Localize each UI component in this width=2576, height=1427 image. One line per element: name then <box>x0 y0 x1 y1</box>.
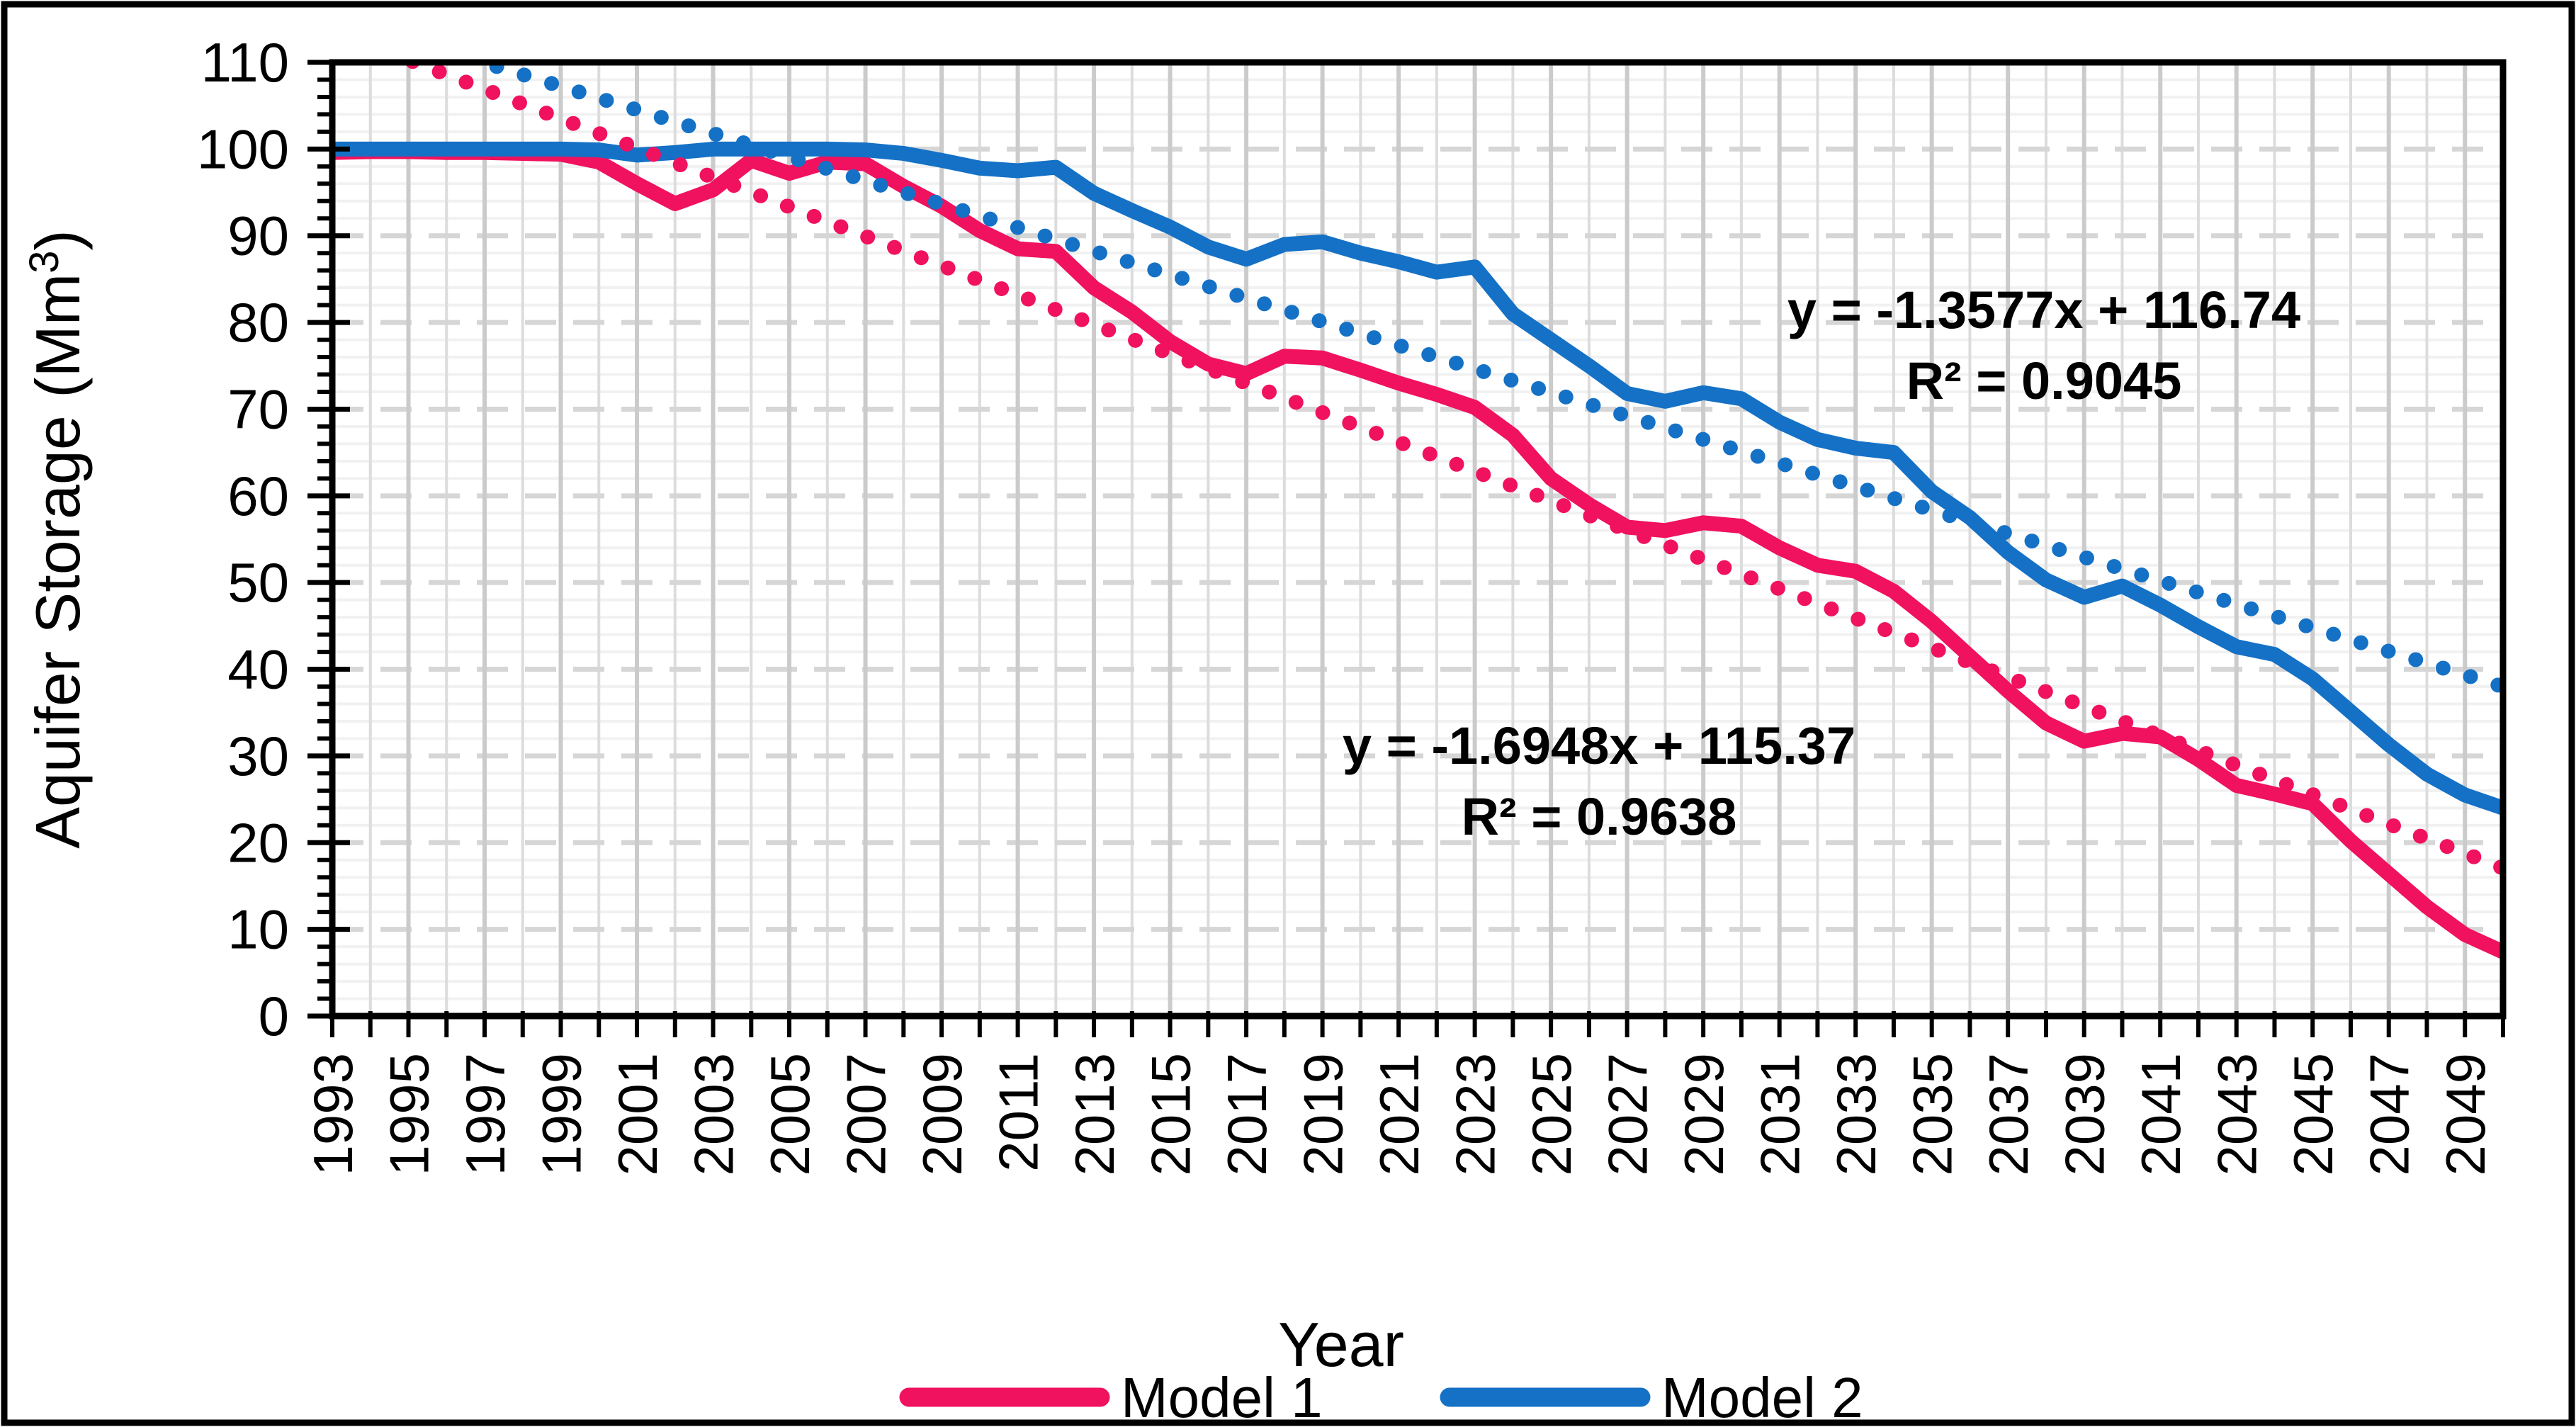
y-tick-label: 0 <box>259 985 289 1047</box>
x-tick-label: 2027 <box>1597 1053 1659 1176</box>
model2-trendline <box>458 62 2503 694</box>
legend: Model 1 Model 2 <box>899 1366 1863 1427</box>
y-tick-label: 110 <box>201 31 289 94</box>
x-tick-label: 2007 <box>835 1053 898 1176</box>
data-series <box>332 141 2503 959</box>
axis-ticks <box>307 60 2505 1037</box>
x-tick-label: 2015 <box>1140 1053 1202 1176</box>
x-axis-tick-labels: 1993 1995 1997 1999 2001 2003 2005 2007 2009 2011… <box>302 1053 2497 1176</box>
y-tick-label: 20 <box>227 811 289 874</box>
model1-trendline-r2: R² = 0.9638 <box>1462 787 1737 846</box>
x-tick-label: 2049 <box>2434 1053 2497 1176</box>
x-tick-label: 2025 <box>1520 1053 1583 1176</box>
x-tick-label: 2045 <box>2282 1053 2344 1176</box>
y-axis-tick-labels: 0 10 20 30 40 50 60 70 80 90 100 110 <box>197 31 289 1047</box>
x-tick-label: 2023 <box>1445 1053 1507 1176</box>
y-tick-label: 70 <box>227 378 289 440</box>
x-tick-label: 2039 <box>2054 1053 2116 1176</box>
x-tick-label: 2019 <box>1292 1053 1355 1176</box>
x-tick-label: 1999 <box>531 1053 593 1176</box>
model2-line <box>332 141 2503 816</box>
x-tick-label: 2035 <box>1902 1053 1964 1176</box>
x-tick-label: 2001 <box>606 1053 669 1176</box>
x-tick-label: 1997 <box>454 1053 516 1176</box>
x-tick-label: 2011 <box>988 1053 1050 1172</box>
model2-trendline-equation: y = -1.3577x + 116.74 <box>1787 281 2300 339</box>
y-tick-label: 60 <box>227 465 289 527</box>
grid-lines <box>332 62 2503 1016</box>
x-tick-label: 2037 <box>1977 1053 2040 1176</box>
x-tick-label: 1993 <box>302 1053 364 1176</box>
x-axis-title: Year <box>1278 1309 1404 1380</box>
y-axis-title: Aquifer Storage (Mm3) <box>21 230 93 848</box>
plot-area-border <box>329 59 2507 1020</box>
legend-label-model2: Model 2 <box>1661 1366 1863 1427</box>
y-tick-label: 10 <box>227 898 289 961</box>
y-tick-label: 50 <box>227 551 289 614</box>
x-tick-label: 2009 <box>911 1053 973 1176</box>
model2-trendline-r2: R² = 0.9045 <box>1906 351 2182 410</box>
y-tick-label: 30 <box>227 725 289 787</box>
x-tick-label: 1995 <box>378 1053 441 1176</box>
x-tick-label: 2033 <box>1825 1053 1887 1176</box>
x-tick-label: 2029 <box>1673 1053 1735 1176</box>
x-tick-label: 2005 <box>759 1053 821 1176</box>
legend-label-model1: Model 1 <box>1121 1366 1323 1427</box>
model1-trendline-equation: y = -1.6948x + 115.37 <box>1343 716 1855 775</box>
model1-line <box>332 144 2503 959</box>
trend-lines <box>394 62 2503 876</box>
x-tick-label: 2021 <box>1368 1053 1430 1176</box>
y-tick-label: 100 <box>197 118 289 180</box>
x-tick-label: 2041 <box>2130 1053 2192 1176</box>
x-tick-label: 2017 <box>1216 1053 1278 1176</box>
x-tick-label: 2013 <box>1063 1053 1126 1176</box>
x-tick-label: 2043 <box>2206 1053 2269 1176</box>
x-tick-label: 2047 <box>2358 1053 2421 1176</box>
y-tick-label: 80 <box>227 291 289 354</box>
x-tick-label: 2031 <box>1749 1053 1812 1176</box>
y-tick-label: 40 <box>227 638 289 701</box>
y-tick-label: 90 <box>227 205 289 267</box>
x-tick-label: 2003 <box>683 1053 745 1176</box>
